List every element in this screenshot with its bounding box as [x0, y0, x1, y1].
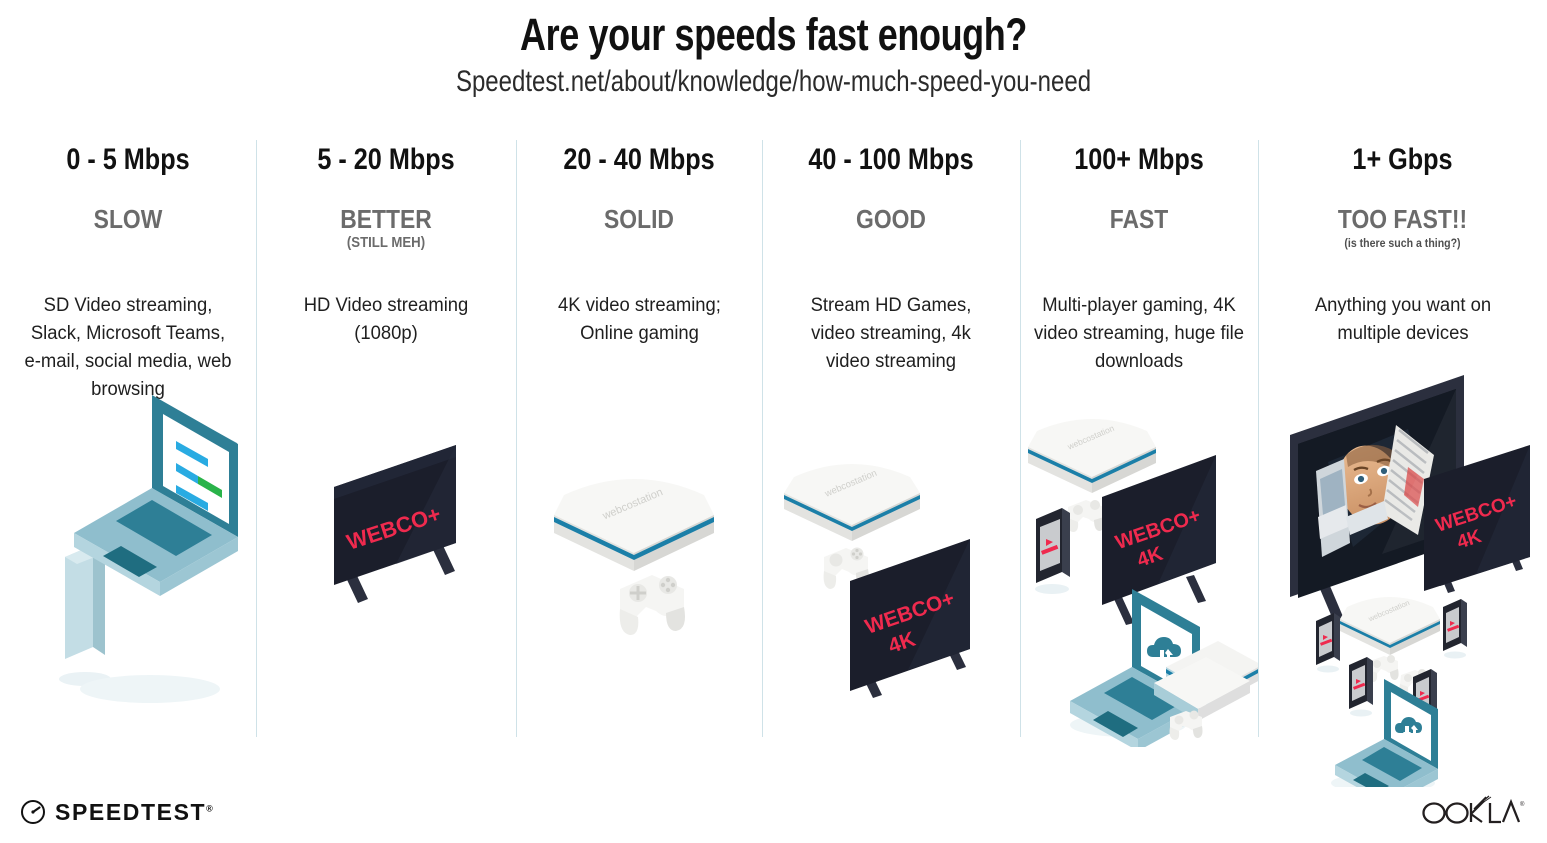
- activities-description: 4K video streaming; Online gaming: [557, 295, 721, 344]
- speed-tier-column-0-5mbps: 0 - 5 Mbps SLOW SD Video streaming, Slac…: [0, 132, 256, 747]
- activities-description: Stream HD Games, video streaming, 4k vid…: [810, 295, 972, 372]
- speedtest-gauge-icon: [21, 800, 45, 824]
- ookla-wordmark-icon: ®: [1422, 795, 1525, 824]
- phone-icon: [1035, 508, 1070, 594]
- rating-label: GOOD: [856, 203, 926, 234]
- column-divider: [762, 140, 763, 737]
- speed-tier-column-1plus-gbps: 1+ Gbps TOO FAST!! (is there such a thin…: [1258, 132, 1547, 787]
- tv-icon: WEBCO+: [334, 445, 456, 603]
- column-divider: [256, 140, 257, 737]
- illustration-everything: WEBCO+ 4K webcostation: [1258, 367, 1547, 787]
- phone-icon: [1316, 613, 1340, 673]
- laptop-icon: [1331, 679, 1438, 787]
- column-divider: [1020, 140, 1021, 737]
- description-wrap: 4K video streaming; Online gaming: [516, 292, 762, 348]
- game-console-icon: webcostation: [784, 464, 920, 541]
- game-console-icon: webcostation: [1028, 419, 1156, 493]
- illustration-multi-device: webcostation: [1020, 367, 1258, 747]
- gamepad-icon: [1368, 655, 1399, 682]
- description-wrap: Anything you want on multiple devices: [1258, 292, 1547, 348]
- rating-label: FAST: [1109, 203, 1169, 234]
- rating-label: SLOW: [93, 203, 163, 234]
- speedtest-wordmark: SPEEDTEST: [55, 798, 207, 825]
- activities-description: HD Video streaming (1080p): [303, 295, 469, 344]
- gamepad-icon: [619, 575, 685, 635]
- speed-band-label: 0 - 5 Mbps: [66, 143, 190, 176]
- illustration-console-gamepad: webcostation: [516, 367, 762, 747]
- rating-label: SOLID: [604, 203, 674, 234]
- activities-description: Anything you want on multiple devices: [1314, 295, 1491, 344]
- speed-tier-column-40-100mbps: 40 - 100 Mbps GOOD Stream HD Games, vide…: [762, 132, 1020, 747]
- speed-band-label: 100+ Mbps: [1074, 143, 1204, 176]
- router-icon: [1154, 641, 1258, 721]
- speed-band-label: 20 - 40 Mbps: [563, 143, 715, 176]
- phone-icon: [1349, 657, 1373, 717]
- speed-band-label: 1+ Gbps: [1352, 143, 1453, 176]
- illustration-tv: WEBCO+: [256, 367, 516, 747]
- speed-tier-column-5-20mbps: 5 - 20 Mbps BETTER (STILL MEH) HD Video …: [256, 132, 516, 747]
- speed-band-label: 5 - 20 Mbps: [317, 143, 455, 176]
- column-divider: [1258, 140, 1259, 737]
- description-wrap: HD Video streaming (1080p): [256, 292, 516, 348]
- page-subtitle: Speedtest.net/about/knowledge/how-much-s…: [455, 65, 1092, 98]
- phone-icon: [1443, 599, 1467, 659]
- rating-note: (is there such a thing?): [1344, 235, 1461, 250]
- activities-description: SD Video streaming, Slack, Microsoft Tea…: [24, 295, 232, 400]
- speed-tier-columns: 0 - 5 Mbps SLOW SD Video streaming, Slac…: [0, 132, 1547, 787]
- tv-4k-icon: WEBCO+ 4K: [1102, 455, 1216, 625]
- rating-label: TOO FAST!!: [1337, 203, 1468, 234]
- activities-description: Multi-player gaming, 4K video streaming,…: [1033, 295, 1245, 372]
- speedtest-logo: SPEEDTEST®: [20, 799, 213, 825]
- game-console-icon: webcostation: [554, 479, 714, 571]
- description-wrap: Multi-player gaming, 4K video streaming,…: [1020, 292, 1258, 376]
- column-divider: [516, 140, 517, 737]
- phone-icon: [59, 545, 111, 686]
- laptop-icon: [74, 395, 238, 703]
- game-console-icon: webcostation: [1340, 597, 1440, 655]
- speed-band-label: 40 - 100 Mbps: [808, 143, 974, 176]
- speed-tier-column-100plus-mbps: 100+ Mbps FAST Multi-player gaming, 4K v…: [1020, 132, 1258, 747]
- speed-tier-column-20-40mbps: 20 - 40 Mbps SOLID 4K video streaming; O…: [516, 132, 762, 747]
- description-wrap: Stream HD Games, video streaming, 4k vid…: [762, 292, 1020, 376]
- ookla-logo: ®: [1419, 795, 1525, 825]
- page-title: Are your speeds fast enough?: [520, 9, 1027, 60]
- speedtest-trademark: ®: [206, 802, 213, 813]
- header: Are your speeds fast enough? Speedtest.n…: [0, 0, 1547, 97]
- tv-4k-icon: WEBCO+ 4K: [1424, 445, 1530, 593]
- ookla-trademark: ®: [1520, 801, 1525, 808]
- rating-label: BETTER: [340, 203, 432, 234]
- tv-4k-icon: WEBCO+ 4K: [850, 539, 970, 698]
- speedtest-wordmark-group: SPEEDTEST®: [55, 798, 213, 825]
- description-wrap: SD Video streaming, Slack, Microsoft Tea…: [0, 292, 256, 404]
- gamepad-icon: [1067, 500, 1105, 532]
- illustration-laptop-phone: [0, 367, 256, 747]
- rating-note: (STILL MEH): [346, 233, 426, 251]
- gamepad-icon: [1169, 710, 1203, 740]
- illustration-console-gamepad-tv4k: webcostation: [762, 367, 1020, 747]
- footer: SPEEDTEST® ®: [0, 773, 1547, 843]
